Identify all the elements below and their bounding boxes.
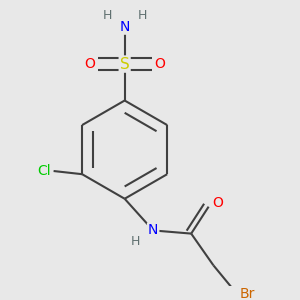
Text: H: H [103,9,112,22]
Text: O: O [212,196,223,211]
Text: H: H [137,9,147,22]
Text: Br: Br [240,287,255,300]
Text: S: S [120,57,130,72]
Text: O: O [154,57,165,71]
Text: O: O [84,57,95,71]
Text: N: N [148,224,158,237]
Text: N: N [119,20,130,34]
Text: H: H [131,235,140,248]
Text: Cl: Cl [37,164,51,178]
